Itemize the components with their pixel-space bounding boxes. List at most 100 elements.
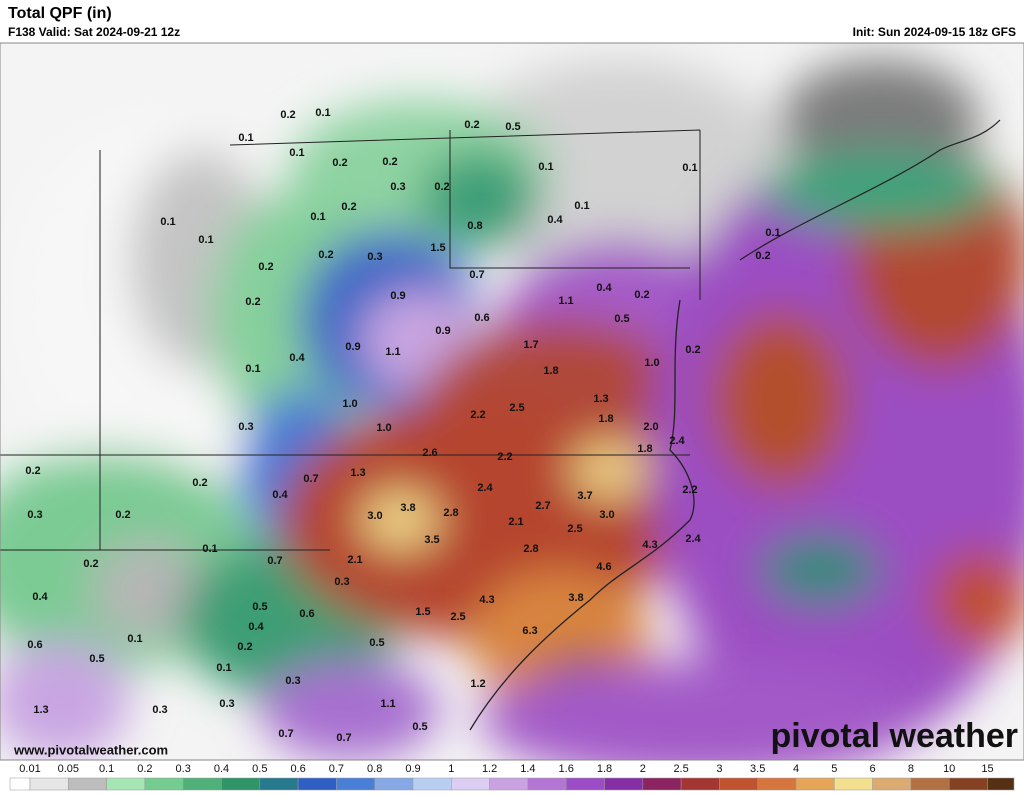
colorbar-swatch <box>987 777 1015 791</box>
map-value-label: 0.2 <box>192 477 207 489</box>
map-value-label: 0.1 <box>160 216 175 228</box>
colorbar-swatch <box>412 777 452 791</box>
colorbar-swatch <box>489 777 529 791</box>
map-value-label: 1.0 <box>342 398 357 410</box>
map-value-label: 2.7 <box>535 500 550 512</box>
colorbar-swatch <box>872 777 912 791</box>
map-value-label: 1.1 <box>380 698 395 710</box>
map-value-label: 1.8 <box>637 443 652 455</box>
map-value-label: 0.1 <box>198 234 213 246</box>
map-value-label: 3.8 <box>400 502 415 514</box>
logo: pivotal weather <box>770 717 1018 755</box>
map-value-label: 1.0 <box>376 422 391 434</box>
map-value-label: 0.1 <box>245 363 260 375</box>
map-value-label: 0.4 <box>289 352 305 364</box>
map-value-label: 0.7 <box>267 555 282 567</box>
map-value-label: 0.8 <box>467 220 482 232</box>
map-value-label: 0.7 <box>336 732 351 744</box>
colorbar-swatch <box>642 777 682 791</box>
colorbar-swatch <box>106 777 146 791</box>
map-value-label: 4.3 <box>479 594 494 606</box>
colorbar-label: 3.5 <box>750 763 765 775</box>
map-value-label: 0.2 <box>464 119 479 131</box>
map-value-label: 2.1 <box>508 516 523 528</box>
colorbar-swatch <box>910 777 950 791</box>
map-value-label: 2.5 <box>509 402 524 414</box>
colorbar-label: 0.05 <box>58 763 79 775</box>
colorbar-label: 0.2 <box>137 763 152 775</box>
map-value-label: 2.2 <box>497 451 512 463</box>
map-value-label: 0.9 <box>390 290 405 302</box>
map-value-label: 0.6 <box>299 608 314 620</box>
map-value-label: 0.5 <box>89 653 104 665</box>
colorbar-swatch <box>834 777 873 791</box>
map-value-label: 0.3 <box>367 251 382 263</box>
map-value-label: 0.2 <box>280 109 295 121</box>
map-value-label: 0.3 <box>390 181 405 193</box>
map-value-label: 1.0 <box>644 357 659 369</box>
colorbar-label: 1.6 <box>559 763 574 775</box>
colorbar-label: 0.1 <box>99 763 114 775</box>
map-value-label: 1.8 <box>543 365 558 377</box>
map-value-label: 1.5 <box>415 606 430 618</box>
colorbar-swatch <box>259 777 299 791</box>
map-value-label: 3.0 <box>599 509 614 521</box>
map-value-label: 0.9 <box>435 325 450 337</box>
map-value-label: 1.3 <box>33 704 48 716</box>
map-value-label: 2.4 <box>477 482 493 494</box>
colorbar-swatch <box>719 777 758 791</box>
colorbar-swatch <box>9 777 31 791</box>
colorbar-label: 0.6 <box>290 763 305 775</box>
map-value-label: 0.1 <box>216 662 231 674</box>
map-value-label: 3.5 <box>424 534 439 546</box>
colorbar-label: 5 <box>831 763 837 775</box>
map-value-label: 6.3 <box>522 625 537 637</box>
colorbar-label: 2.5 <box>673 763 688 775</box>
map-value-label: 0.1 <box>682 162 697 174</box>
colorbar-swatch <box>680 777 720 791</box>
map-value-label: 0.4 <box>248 621 264 633</box>
map-value-label: 0.7 <box>278 728 293 740</box>
map-value-label: 0.2 <box>382 156 397 168</box>
map-value-label: 3.0 <box>367 510 382 522</box>
map-value-label: 0.2 <box>258 261 273 273</box>
colorbar-swatch <box>29 777 69 791</box>
map-value-label: 0.4 <box>547 214 563 226</box>
map-value-label: 0.4 <box>32 591 48 603</box>
map-value-label: 0.2 <box>434 181 449 193</box>
colorbar-swatch <box>144 777 184 791</box>
map: 0.2 0.1 0.1 0.1 0.2 0.2 0.2 0.5 0.1 0.1 0.3 0.2 0.2 0… <box>0 43 1024 760</box>
map-value-label: 1.8 <box>598 413 613 425</box>
map-value-label: 1.1 <box>558 295 573 307</box>
map-value-label: 1.7 <box>523 339 538 351</box>
colorbar-label: 3 <box>716 763 722 775</box>
map-value-label: 2.4 <box>669 435 685 447</box>
map-value-label: 0.2 <box>25 465 40 477</box>
map-value-label: 2.8 <box>443 507 458 519</box>
map-value-label: 2.2 <box>682 484 697 496</box>
map-value-label: 0.7 <box>469 269 484 281</box>
map-value-label: 4.6 <box>596 561 611 573</box>
title: Total QPF (in) <box>8 5 112 22</box>
valid-time: F138 Valid: Sat 2024-09-21 12z <box>8 25 180 39</box>
map-value-label: 0.2 <box>115 509 130 521</box>
map-value-label: 0.3 <box>238 421 253 433</box>
map-value-label: 1.1 <box>385 346 400 358</box>
map-value-label: 2.5 <box>567 523 582 535</box>
colorbar-swatch <box>297 777 337 791</box>
init-time: Init: Sun 2024-09-15 18z GFS <box>853 25 1016 39</box>
colorbar-swatch <box>374 777 414 791</box>
colorbar-label: 6 <box>870 763 876 775</box>
map-value-label: 0.1 <box>765 227 780 239</box>
map-value-label: 0.5 <box>252 601 267 613</box>
map-value-label: 0.1 <box>538 161 553 173</box>
map-value-label: 0.7 <box>303 473 318 485</box>
colorbar-swatch <box>604 777 644 791</box>
colorbar-swatch <box>948 777 988 791</box>
colorbar-swatch <box>795 777 835 791</box>
map-value-label: 1.3 <box>593 393 608 405</box>
map-value-label: 0.1 <box>574 200 589 212</box>
map-value-label: 0.5 <box>369 637 384 649</box>
colorbar: 0.01 0.05 0.1 0.2 0.3 0.4 0.5 0.6 0.7 0.8 0.9 1 1.2 1… <box>9 763 1015 791</box>
